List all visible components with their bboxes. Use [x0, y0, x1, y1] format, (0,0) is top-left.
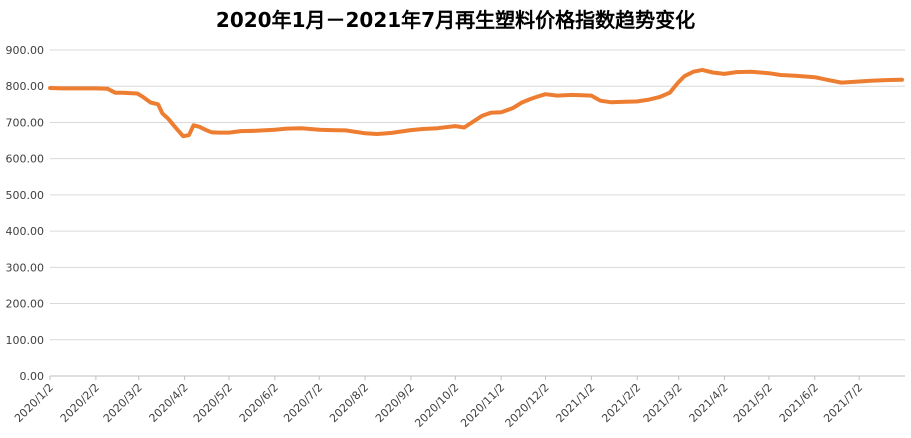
y-tick-label: 800.00	[6, 80, 45, 93]
x-tick-label: 2021/4/2	[687, 381, 731, 425]
x-tick-label: 2021/2/2	[599, 381, 643, 425]
y-tick-label: 200.00	[6, 298, 45, 311]
x-tick-label: 2020/6/2	[237, 381, 281, 425]
y-tick-label: 0.00	[20, 370, 45, 383]
y-tick-label: 400.00	[6, 225, 45, 238]
x-tick-label: 2020/10/2	[412, 381, 461, 430]
x-tick-label: 2020/7/2	[281, 381, 325, 425]
x-tick-label: 2021/6/2	[777, 381, 821, 425]
y-axis-ticks: 0.00 100.00 200.00 300.00 400.00 500.00 600.00…	[6, 44, 45, 383]
series-layer	[48, 67, 904, 139]
x-tick-label: 2020/1/2	[12, 381, 56, 425]
gridlines	[50, 49, 905, 377]
x-tick-label: 2021/5/2	[731, 381, 775, 425]
y-tick-label: 100.00	[6, 334, 45, 347]
y-tick-label: 300.00	[6, 261, 45, 274]
chart-title: 2020年1月－2021年7月再生塑料价格指数趋势变化	[215, 8, 696, 32]
x-tick-label: 2020/11/2	[458, 381, 507, 430]
series-line	[48, 67, 904, 139]
x-tick-label: 2020/8/2	[327, 381, 371, 425]
x-tick-label: 2020/5/2	[191, 381, 235, 425]
x-tick-label: 2021/3/2	[641, 381, 685, 425]
y-tick-label: 700.00	[6, 116, 45, 129]
x-tick-label: 2020/9/2	[373, 381, 417, 425]
y-tick-label: 500.00	[6, 189, 45, 202]
x-tick-label: 2020/3/2	[101, 381, 145, 425]
y-tick-label: 600.00	[6, 153, 45, 166]
x-tick-label: 2020/4/2	[147, 381, 191, 425]
x-tick-label: 2020/2/2	[58, 381, 102, 425]
x-tick-label: 2021/7/2	[821, 381, 865, 425]
x-tick-label: 2020/12/2	[503, 381, 552, 430]
x-tick-label: 2021/1/2	[553, 381, 597, 425]
y-tick-label: 900.00	[6, 44, 45, 57]
